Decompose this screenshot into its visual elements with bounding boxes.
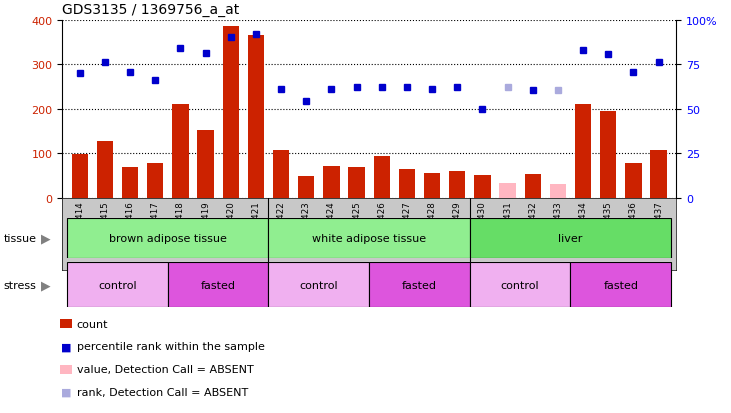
Text: GSM184427: GSM184427 — [402, 200, 412, 253]
Text: GSM184426: GSM184426 — [377, 200, 386, 253]
Bar — [424, 174, 440, 198]
Text: control: control — [98, 280, 137, 290]
Text: GSM184435: GSM184435 — [604, 200, 613, 253]
Bar — [173, 105, 189, 198]
Bar — [600, 112, 616, 198]
Text: GSM184418: GSM184418 — [176, 200, 185, 253]
Text: GSM184424: GSM184424 — [327, 200, 336, 253]
Text: GSM184423: GSM184423 — [302, 200, 311, 253]
Text: fasted: fasted — [201, 280, 235, 290]
Text: GSM184414: GSM184414 — [75, 200, 84, 253]
Bar — [470, 262, 570, 308]
Text: rank, Detection Call = ABSENT: rank, Detection Call = ABSENT — [77, 387, 248, 397]
Text: white adipose tissue: white adipose tissue — [312, 233, 426, 244]
Bar — [67, 262, 168, 308]
Text: GSM184434: GSM184434 — [578, 200, 588, 253]
Text: fasted: fasted — [402, 280, 437, 290]
Text: count: count — [77, 319, 108, 329]
Bar — [122, 168, 138, 198]
Text: GSM184428: GSM184428 — [428, 200, 436, 253]
Text: control: control — [300, 280, 338, 290]
Text: value, Detection Call = ABSENT: value, Detection Call = ABSENT — [77, 364, 254, 374]
Text: brown adipose tissue: brown adipose tissue — [109, 233, 227, 244]
Bar — [268, 262, 369, 308]
Bar — [369, 262, 470, 308]
Text: percentile rank within the sample: percentile rank within the sample — [77, 342, 265, 351]
Text: GSM184421: GSM184421 — [251, 200, 260, 253]
Bar — [474, 176, 491, 198]
Bar — [67, 219, 268, 258]
Bar — [570, 262, 671, 308]
Bar — [625, 164, 642, 198]
Text: GSM184417: GSM184417 — [151, 200, 160, 253]
Text: ■: ■ — [61, 342, 71, 351]
Bar — [651, 150, 667, 198]
Bar — [525, 174, 541, 198]
Text: GSM184437: GSM184437 — [654, 200, 663, 253]
Text: GSM184429: GSM184429 — [452, 200, 462, 253]
Text: GSM184432: GSM184432 — [529, 200, 537, 253]
Text: GSM184420: GSM184420 — [226, 200, 235, 253]
Bar — [323, 166, 340, 198]
Bar — [470, 219, 671, 258]
Text: fasted: fasted — [603, 280, 638, 290]
Text: GSM184436: GSM184436 — [629, 200, 638, 253]
Text: control: control — [501, 280, 539, 290]
Bar — [349, 168, 365, 198]
Text: GSM184419: GSM184419 — [201, 200, 210, 253]
Text: ▶: ▶ — [40, 232, 50, 245]
Bar — [575, 105, 591, 198]
Text: GSM184433: GSM184433 — [553, 200, 562, 253]
Text: stress: stress — [4, 280, 37, 290]
Text: ▶: ▶ — [40, 278, 50, 292]
Bar — [499, 184, 516, 198]
Bar — [449, 172, 466, 198]
Bar — [268, 219, 470, 258]
Bar — [168, 262, 268, 308]
Bar — [222, 27, 239, 198]
Bar — [298, 177, 314, 198]
Text: GSM184416: GSM184416 — [126, 200, 135, 253]
Text: GSM184422: GSM184422 — [276, 200, 286, 253]
Bar — [550, 185, 566, 198]
Text: GDS3135 / 1369756_a_at: GDS3135 / 1369756_a_at — [62, 3, 239, 17]
Text: tissue: tissue — [4, 233, 37, 244]
Text: GSM184431: GSM184431 — [503, 200, 512, 253]
Text: GSM184415: GSM184415 — [100, 200, 110, 253]
Bar — [248, 36, 264, 198]
Bar — [197, 131, 213, 198]
Bar — [147, 164, 164, 198]
Bar — [273, 151, 289, 198]
Bar — [72, 155, 88, 198]
Text: GSM184425: GSM184425 — [352, 200, 361, 253]
Bar — [374, 157, 390, 198]
Bar — [398, 169, 415, 198]
Text: GSM184430: GSM184430 — [478, 200, 487, 253]
Text: liver: liver — [558, 233, 583, 244]
Text: ■: ■ — [61, 387, 71, 397]
Bar — [96, 142, 113, 198]
